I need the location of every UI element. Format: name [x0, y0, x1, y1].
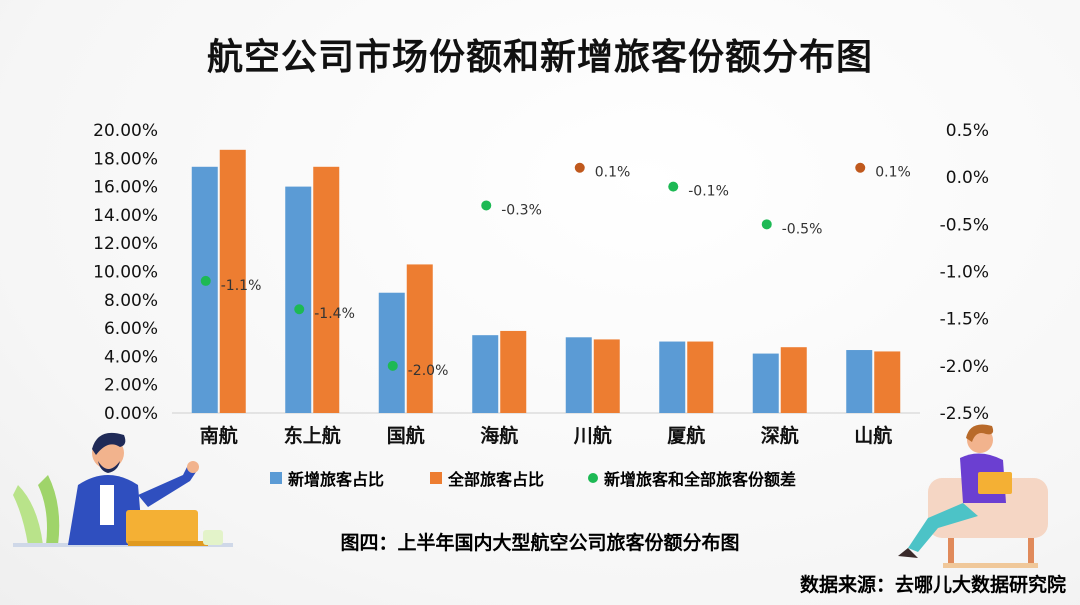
diff-dot — [481, 200, 492, 211]
x-tick-label: 海航 — [480, 424, 518, 447]
diff-dots: -1.1% -1.4% -2.0% -0.3% 0.1% -0.1% -0.5% 0.1% — [200, 162, 911, 379]
x-tick-label: 川航 — [573, 424, 612, 447]
y-tick-label: 0.00% — [104, 404, 158, 424]
diff-label: -0.1% — [688, 184, 729, 200]
x-tick-label: 深航 — [761, 424, 799, 447]
y-tick-label: 4.00% — [104, 347, 158, 367]
figure-caption: 图四：上半年国内大型航空公司旅客份额分布图 — [340, 532, 740, 554]
bar-all — [780, 347, 807, 413]
legend-item-all: 全部旅客占比 — [430, 466, 544, 490]
diff-label: -2.0% — [408, 363, 449, 379]
diff-label: 0.1% — [595, 165, 631, 181]
y-tick-label: 16.00% — [93, 178, 158, 198]
source-note: 数据来源：去哪儿大数据研究院 — [799, 574, 1066, 596]
diff-dot — [574, 162, 585, 173]
bar-all — [593, 339, 620, 413]
y-tick-label: 20.00% — [93, 121, 158, 141]
diff-dot — [294, 304, 305, 315]
bars — [191, 149, 901, 413]
bar-new — [659, 341, 686, 413]
y-tick-label: 2.00% — [104, 376, 158, 396]
bar-new — [752, 353, 779, 413]
diff-label: -1.4% — [314, 306, 355, 322]
diff-label: -0.5% — [782, 221, 823, 237]
x-tick-label: 南航 — [200, 424, 238, 447]
x-tick-label: 山航 — [854, 424, 892, 447]
y-tick-label: 14.00% — [93, 206, 158, 226]
diff-dot — [200, 275, 211, 286]
bar-all — [874, 351, 901, 413]
legend-item-diff: 新增旅客和全部旅客份额差 — [588, 466, 796, 490]
x-tick-label: 国航 — [387, 424, 425, 447]
y-tick-label: 8.00% — [104, 291, 158, 311]
y2-tick-label: -0.5% — [940, 215, 989, 235]
y2-tick-label: -1.5% — [940, 310, 989, 330]
diff-dot — [668, 181, 679, 192]
legend-item-new: 新增旅客占比 — [270, 466, 384, 490]
x-tick-label: 厦航 — [667, 424, 705, 447]
y-tick-label: 12.00% — [93, 234, 158, 254]
legend-label-all: 全部旅客占比 — [448, 470, 545, 489]
diff-label: 0.1% — [875, 165, 911, 181]
diff-dot — [855, 162, 866, 173]
y-tick-label: 10.00% — [93, 263, 158, 283]
bar-all — [313, 166, 340, 413]
y2-tick-label: -1.0% — [940, 263, 989, 283]
legend-swatch-diff — [588, 473, 598, 483]
diff-label: -1.1% — [221, 278, 262, 294]
diff-dot — [761, 219, 772, 230]
x-axis: 南航 东上航 国航 海航 川航 厦航 深航 山航 — [200, 424, 893, 447]
y2-tick-label: 0.0% — [946, 168, 989, 188]
x-tick-label: 东上航 — [284, 424, 341, 447]
y-axis-right: 0.5% 0.0% -0.5% -1.0% -1.5% -2.0% -2.5% — [940, 121, 989, 424]
woman-on-chair-illustration — [898, 424, 1048, 568]
diff-label: -0.3% — [501, 202, 542, 218]
legend-label-diff: 新增旅客和全部旅客份额差 — [604, 470, 797, 489]
bar-new — [565, 337, 592, 413]
chart-title: 航空公司市场份额和新增旅客份额分布图 — [206, 37, 873, 78]
legend: 新增旅客占比 全部旅客占比 新增旅客和全部旅客份额差 — [270, 466, 890, 490]
legend-swatch-all — [430, 472, 442, 484]
bar-new — [191, 166, 218, 413]
y-tick-label: 18.00% — [93, 149, 158, 169]
bar-new — [378, 292, 405, 413]
y2-tick-label: -2.5% — [940, 404, 989, 424]
bar-new — [846, 350, 873, 413]
bar-new — [285, 186, 312, 413]
bar-all — [219, 149, 246, 413]
legend-swatch-new — [270, 472, 282, 484]
y-axis-left: 0.00% 2.00% 4.00% 6.00% 8.00% 10.00% 12.00% 14.… — [93, 121, 158, 424]
diff-dot — [387, 360, 398, 371]
bar-all — [406, 264, 433, 413]
man-with-laptop-illustration — [13, 432, 233, 547]
y2-tick-label: -2.0% — [940, 357, 989, 377]
bar-new — [472, 335, 499, 413]
legend-label-new: 新增旅客占比 — [288, 470, 385, 489]
bar-all — [500, 330, 527, 413]
y-tick-label: 6.00% — [104, 319, 158, 339]
bar-all — [687, 341, 714, 413]
y2-tick-label: 0.5% — [946, 121, 989, 141]
